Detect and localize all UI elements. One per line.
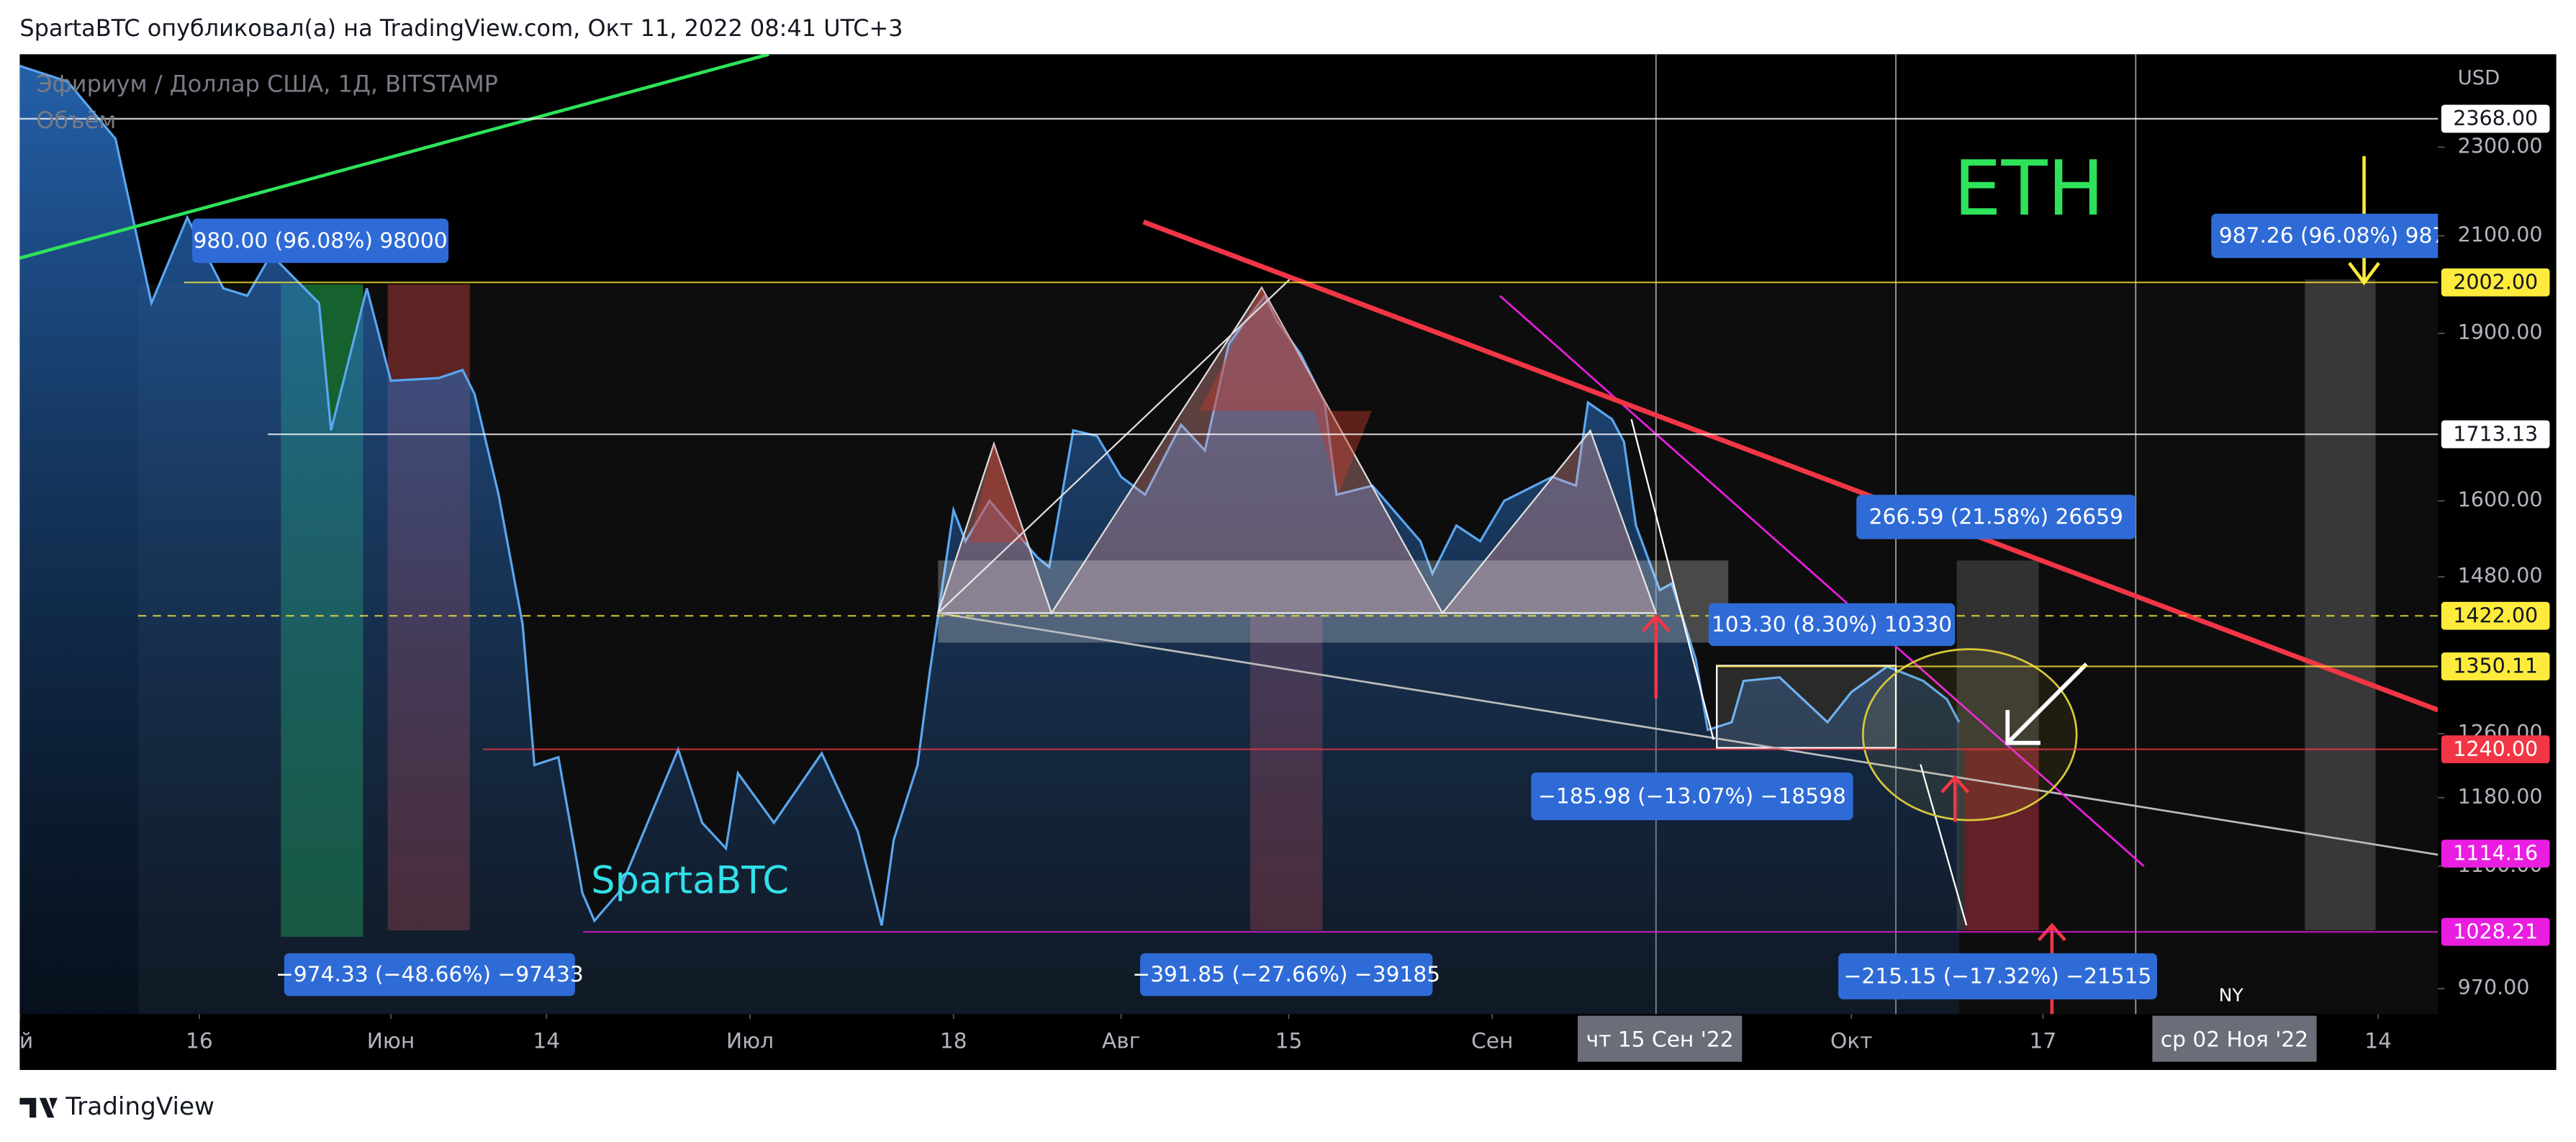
measure-box [1708,603,1956,647]
pattern-peak [969,444,1027,543]
session-label: NY [2219,984,2244,1005]
price-label: 2368.00 [2453,107,2538,130]
pattern-peak [1314,410,1372,493]
consolidation-box [938,560,1729,643]
x-tick-label: ай [6,1028,33,1053]
measure-label: −215.15 (−17.32%) −21515 [1844,963,2152,989]
plot: 980.00 (96.08%) 98000 987.26 (96.08%) 987… [19,54,2473,1015]
price-label: 1114.16 [2453,842,2538,866]
crosshair-label-bg [1577,1015,1743,1062]
y-tick-label: 1600.00 [2458,488,2543,512]
price-label-bg [2441,104,2550,133]
y-tick-label: 1900.00 [2458,320,2543,344]
measure-label: 987.26 (96.08%) 98726 [2219,222,2473,248]
price-label-bg [2441,652,2550,680]
x-tick-label: 16 [186,1028,213,1053]
measure-label: 266.59 (21.58%) 26659 [1869,504,2123,529]
measure-label: −391.85 (−27.66%) −39185 [1132,961,1440,986]
currency-label: USD [2458,67,2500,89]
measure-label: 980.00 (96.08%) 98000 [193,228,447,253]
y-tick-label: 1480.00 [2458,564,2543,588]
price-label: 2002.00 [2453,270,2538,294]
pattern-peak [1199,287,1331,411]
measure-label: −974.33 (−48.66%) −97433 [276,961,584,986]
symbol-title: Эфириум / Доллар США, 1Д, BITSTAMP [36,71,498,98]
x-tick-label: 14 [533,1028,560,1053]
price-label: 1422.00 [2453,603,2538,627]
x-axis: ай 16 Июн 14 Июл 18 Авг 15 Сен Окт 17 14 чт 15 Сен '… [6,1014,2392,1062]
price-label-bg [2441,917,2550,946]
price-label: 1240.00 [2453,737,2538,761]
x-tick-label: Сен [1471,1028,1513,1053]
trend-line [1499,295,2145,867]
measurements: 980.00 (96.08%) 98000 987.26 (96.08%) 987… [192,213,2473,999]
price-labels: 2368.00 2002.00 1713.13 1422.00 1350.11 1240.… [2441,104,2550,946]
red-zone [1964,747,2039,930]
header: SpartaBTC опубликовал(а) на TradingView.… [19,14,903,42]
pattern [936,286,1658,616]
x-tick-label: Июл [726,1028,774,1053]
highlight-ellipse [1862,648,2078,822]
price-label-bg [2441,420,2550,449]
price-label-bg [2441,268,2550,297]
measure-box [1838,953,2157,999]
measure-label: 103.30 (8.30%) 10330 [1712,611,1952,637]
crosshair-label: ср 02 Ноя '22 [2161,1026,2308,1051]
arrow [2005,662,2088,745]
range-box [1716,665,1897,749]
measure-box [1140,953,1433,997]
y-tick-label: 1180.00 [2458,785,2543,809]
logo [19,1097,58,1118]
measure-label: −185.98 (−13.07%) −18598 [1538,783,1846,809]
trend-line [938,612,2439,856]
x-tick-label: 15 [1275,1028,1303,1053]
measure-box [1531,772,1853,821]
y-tick-label: 2300.00 [2458,134,2543,158]
trend-line [19,54,769,260]
price-line [19,65,1961,926]
trend-line [1920,764,1968,926]
price-area [19,66,1959,1015]
footer: TradingView [19,1092,214,1121]
price-label: 1713.13 [2453,422,2538,446]
x-tick-label: Окт [1830,1028,1873,1053]
x-tick-label: 17 [2030,1028,2057,1053]
series [19,65,1961,1015]
grey-zone [2305,279,2376,930]
x-tick-label: 18 [940,1028,967,1053]
y-tick-label: 2100.00 [2458,223,2543,247]
ticker-annotation: ETH [1953,145,2104,233]
trend-line [1630,418,1714,740]
x-tick-label: 14 [2364,1028,2392,1053]
measure-box [192,218,449,264]
trend-line [937,279,1291,614]
measure-box [2211,213,2439,258]
x-tick-label: Июн [367,1028,415,1053]
price-label: 1028.21 [2453,920,2538,943]
measure-box [284,953,575,997]
crosshair-label: чт 15 Сен '22 [1586,1026,1734,1051]
levels [19,117,2439,933]
price-label: 1350.11 [2453,655,2538,678]
measure-box [1856,495,2136,539]
y-tick-label: 970.00 [2458,976,2530,999]
price-label-bg [2441,601,2550,630]
crosshair-label-bg [2152,1015,2317,1062]
price-label-bg [2441,840,2550,868]
volume-label: Объём [36,107,116,134]
x-tick-label: Авг [1102,1028,1140,1053]
footer-text: TradingView [65,1092,214,1121]
trend-line [1142,219,2439,713]
price-label-bg [2441,735,2550,764]
author-annotation: SpartaBTC [591,858,789,902]
